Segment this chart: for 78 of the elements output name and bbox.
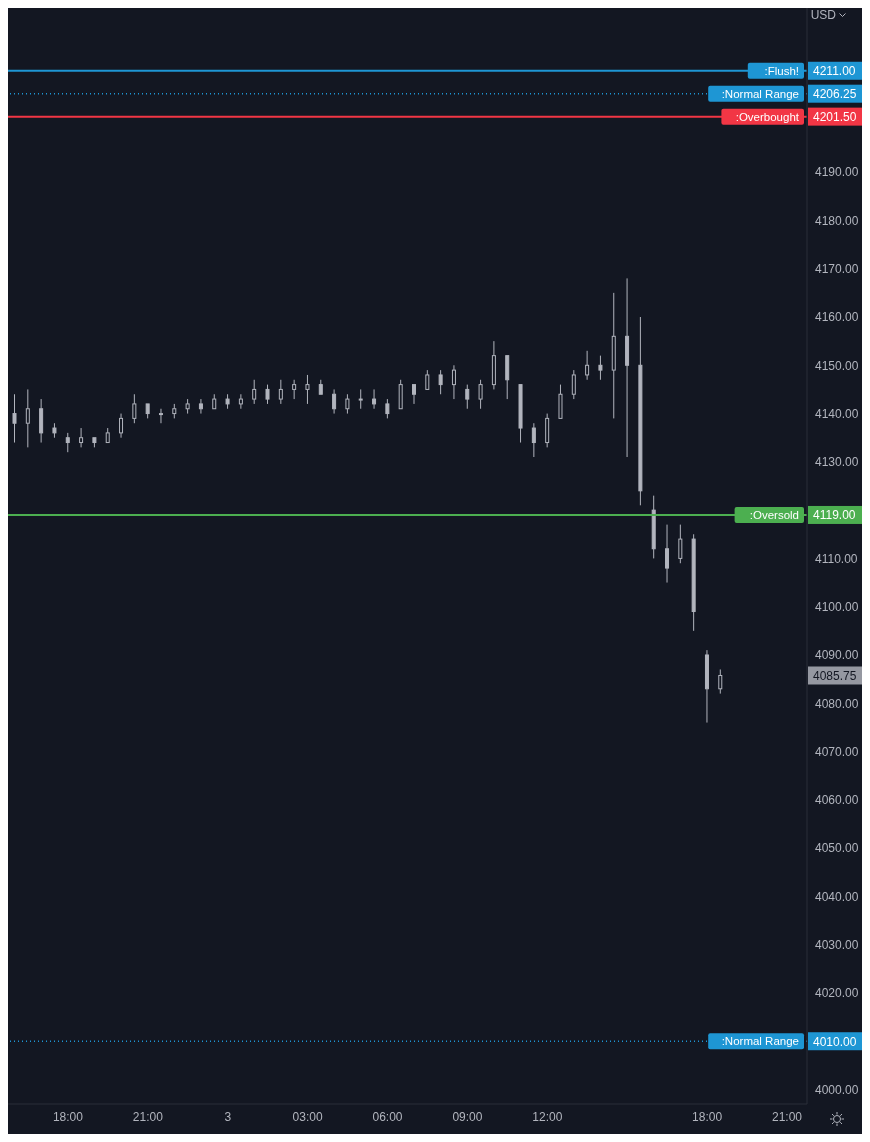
text: 4119.00 (813, 508, 856, 523)
y-tick-label: 4110.00 (815, 551, 858, 566)
x-tick-label: 18:00 (52, 1109, 84, 1124)
text: 4010.00 (813, 1034, 857, 1049)
y-tick-label: 4190.00 (815, 165, 859, 180)
candlestick (79, 427, 84, 448)
candlestick (598, 355, 603, 381)
text: USD (810, 8, 836, 22)
candlestick (252, 379, 257, 405)
ref-line-label: :Overbought (735, 110, 800, 123)
candlestick (198, 398, 203, 415)
candlestick (438, 369, 443, 395)
x-tick-label: 21:00 (772, 1109, 803, 1124)
y-tick-label: 4090.00 (815, 648, 859, 663)
text: 4211.00 (813, 64, 856, 79)
candlestick (185, 398, 190, 415)
candlestick (625, 277, 630, 458)
candlestick (665, 524, 670, 584)
candlestick (332, 388, 337, 415)
text: 4085.75 (813, 669, 857, 683)
candlestick (158, 408, 163, 424)
candlestick (451, 364, 456, 400)
candlestick (638, 316, 643, 506)
candlestick (531, 422, 536, 458)
y-tick-label: 4050.00 (815, 841, 859, 856)
ref-line-label: :Oversold (749, 508, 799, 521)
y-tick-label: 4140.00 (815, 406, 859, 421)
y-tick-label: 4130.00 (815, 455, 859, 470)
x-tick-label: 09:00 (452, 1109, 483, 1124)
y-tick-label: 4020.00 (815, 986, 859, 1001)
candlestick (678, 524, 683, 564)
x-tick-label: 12:00 (532, 1109, 563, 1124)
candlestick (372, 388, 377, 410)
ref-line-label: :Normal Range (721, 1035, 799, 1048)
y-tick-label: 4060.00 (815, 793, 859, 808)
x-tick-label: 3 (224, 1109, 232, 1124)
candlestick (585, 350, 590, 381)
y-tick-label: 4160.00 (815, 310, 859, 325)
x-tick-label: 18:00 (692, 1109, 723, 1124)
y-tick-label: 4080.00 (815, 696, 859, 711)
x-tick-label: 21:00 (132, 1109, 164, 1124)
candlestick (305, 374, 310, 405)
y-tick-label: 4040.00 (815, 889, 859, 904)
candlestick (718, 668, 723, 695)
candlestick (704, 649, 709, 724)
candlestick (65, 432, 70, 453)
candlestick (132, 393, 137, 424)
candlestick (412, 384, 416, 405)
candlestick (478, 379, 483, 410)
candlestick (345, 393, 350, 415)
ref-line-label: :Normal Range (721, 87, 799, 100)
candlestick (465, 384, 470, 410)
y-tick-label: 4030.00 (815, 937, 859, 952)
y-tick-label: 4070.00 (815, 744, 859, 759)
candlestick (292, 379, 297, 400)
candlestick (12, 393, 17, 444)
x-tick-label: 06:00 (372, 1109, 403, 1124)
candlestick (518, 384, 523, 444)
y-tick-label: 4180.00 (815, 213, 859, 228)
candlestick (558, 384, 563, 419)
candlestick (691, 533, 696, 632)
candlestick (278, 379, 283, 405)
y-tick-label: 4170.00 (815, 261, 859, 276)
text: 4206.25 (813, 87, 857, 102)
y-tick-label: 4150.00 (815, 358, 859, 373)
y-tick-label: 4100.00 (815, 599, 859, 614)
candlestick (238, 393, 243, 410)
y-tick-label: 4000.00 (815, 1082, 859, 1097)
candlestick (611, 292, 616, 419)
x-tick-label: 03:00 (292, 1109, 323, 1124)
candlestick (119, 413, 124, 439)
candlestick (39, 398, 44, 444)
ref-line-label: :Flush! (764, 64, 799, 77)
text: 4201.50 (813, 110, 857, 125)
candlestick (651, 495, 656, 559)
candlestick (25, 388, 30, 448)
candlestick (491, 340, 496, 390)
candlestick (358, 388, 363, 410)
